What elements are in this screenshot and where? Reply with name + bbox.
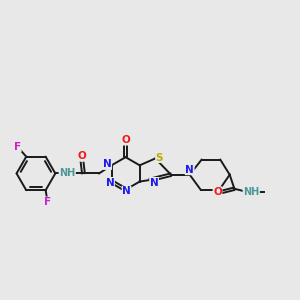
Text: N: N — [185, 165, 194, 175]
Text: O: O — [121, 135, 130, 145]
Text: NH: NH — [59, 168, 75, 178]
Text: N: N — [150, 178, 158, 188]
Text: O: O — [213, 187, 222, 197]
Text: F: F — [14, 142, 21, 152]
Text: F: F — [44, 197, 51, 207]
Text: S: S — [156, 152, 163, 163]
Text: O: O — [77, 151, 86, 161]
Text: NH: NH — [243, 187, 260, 197]
Text: N: N — [103, 159, 112, 170]
Text: N: N — [122, 186, 131, 196]
Text: N: N — [106, 178, 114, 188]
